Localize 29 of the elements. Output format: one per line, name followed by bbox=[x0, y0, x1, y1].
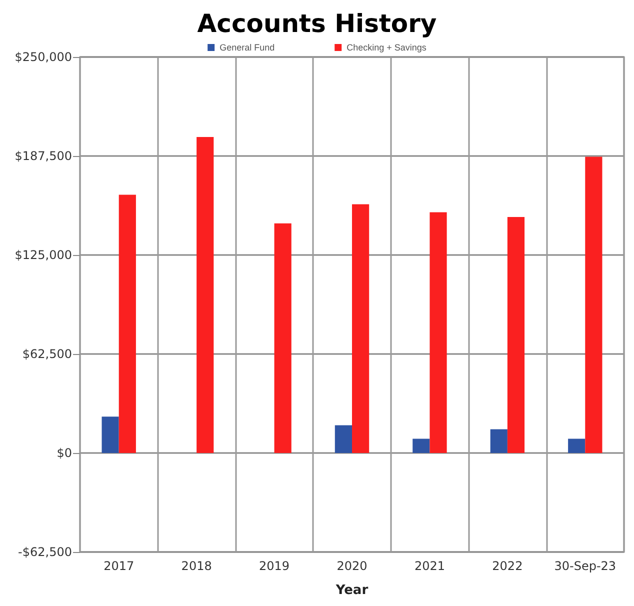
x-tick-label: 30-Sep-23 bbox=[554, 559, 616, 573]
bar bbox=[352, 204, 370, 453]
x-axis-title: Year bbox=[334, 583, 369, 598]
bar bbox=[118, 194, 136, 453]
y-tick-label: $0 bbox=[56, 446, 72, 460]
bar bbox=[507, 216, 525, 453]
chart-title: Accounts History bbox=[197, 9, 437, 38]
x-tick-label: 2018 bbox=[181, 559, 212, 573]
y-tick-label: $62,500 bbox=[22, 347, 72, 361]
bar bbox=[334, 425, 352, 453]
x-tick-label: 2020 bbox=[336, 559, 368, 573]
x-tick-label: 2022 bbox=[492, 559, 523, 573]
y-tick-label: $187,500 bbox=[14, 149, 72, 163]
y-tick-label: $250,000 bbox=[14, 50, 72, 64]
bar bbox=[274, 223, 292, 453]
y-tick-label: -$62,500 bbox=[18, 545, 72, 559]
legend-label: Checking + Savings bbox=[346, 42, 427, 52]
bar bbox=[490, 429, 508, 453]
x-tick-label: 2019 bbox=[259, 559, 290, 573]
bar bbox=[585, 156, 602, 453]
y-tick-label: $125,000 bbox=[14, 248, 72, 262]
legend-label: General Fund bbox=[220, 42, 275, 52]
bar bbox=[568, 438, 586, 453]
x-tick-label: 2021 bbox=[414, 559, 445, 573]
bar bbox=[102, 416, 119, 453]
bar bbox=[412, 438, 430, 453]
bar bbox=[196, 136, 214, 453]
x-tick-label: 2017 bbox=[104, 559, 134, 573]
bar bbox=[430, 212, 447, 453]
